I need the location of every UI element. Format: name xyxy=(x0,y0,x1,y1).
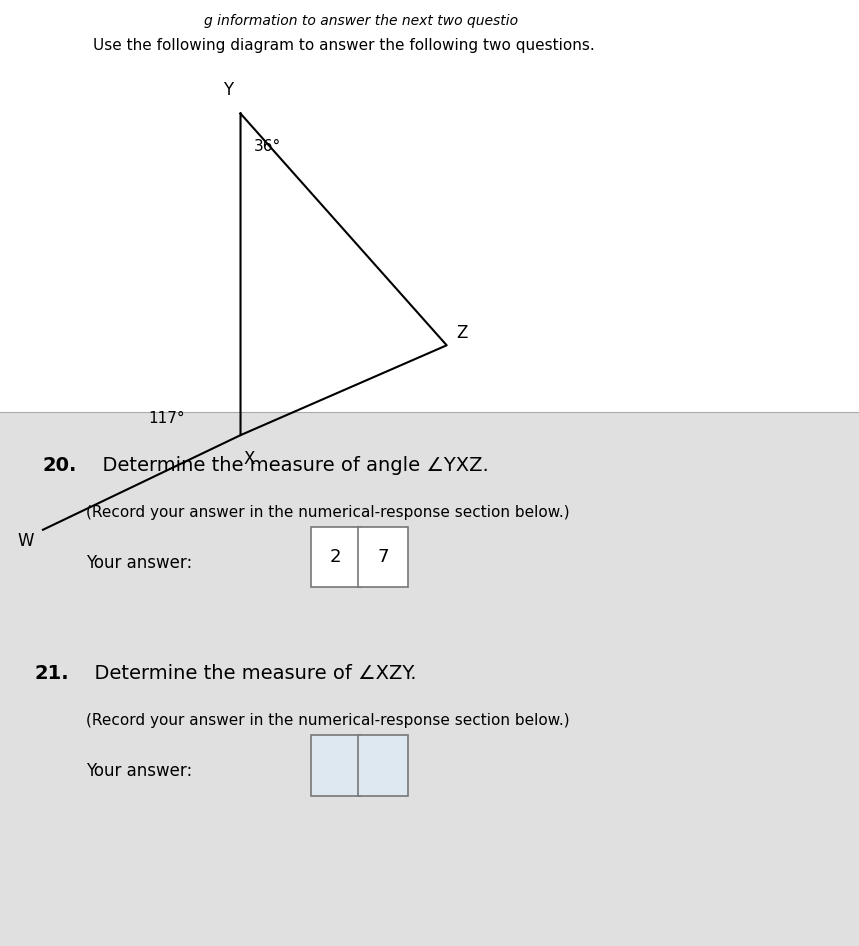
Text: (Record your answer in the numerical-response section below.): (Record your answer in the numerical-res… xyxy=(86,713,570,728)
FancyBboxPatch shape xyxy=(358,735,408,796)
FancyBboxPatch shape xyxy=(0,0,859,412)
FancyBboxPatch shape xyxy=(311,527,361,587)
Text: Your answer:: Your answer: xyxy=(86,553,192,572)
Text: 21.: 21. xyxy=(34,664,69,683)
Text: (Record your answer in the numerical-response section below.): (Record your answer in the numerical-res… xyxy=(86,505,570,520)
Text: Determine the measure of ∠XZY.: Determine the measure of ∠XZY. xyxy=(82,664,416,683)
FancyBboxPatch shape xyxy=(311,735,361,796)
Text: X: X xyxy=(243,449,255,468)
Text: Use the following diagram to answer the following two questions.: Use the following diagram to answer the … xyxy=(93,38,594,53)
FancyBboxPatch shape xyxy=(358,527,408,587)
Text: Y: Y xyxy=(222,80,233,99)
Text: Determine the measure of angle ∠YXZ.: Determine the measure of angle ∠YXZ. xyxy=(90,456,489,475)
Text: Your answer:: Your answer: xyxy=(86,762,192,780)
Text: Z: Z xyxy=(456,324,468,342)
Text: 36°: 36° xyxy=(253,139,281,154)
Text: g information to answer the next two questio: g information to answer the next two que… xyxy=(204,14,518,27)
Text: W: W xyxy=(17,532,34,551)
Text: 117°: 117° xyxy=(148,411,185,426)
Text: 20.: 20. xyxy=(43,456,77,475)
Text: 7: 7 xyxy=(377,548,389,567)
Text: 2: 2 xyxy=(330,548,342,567)
